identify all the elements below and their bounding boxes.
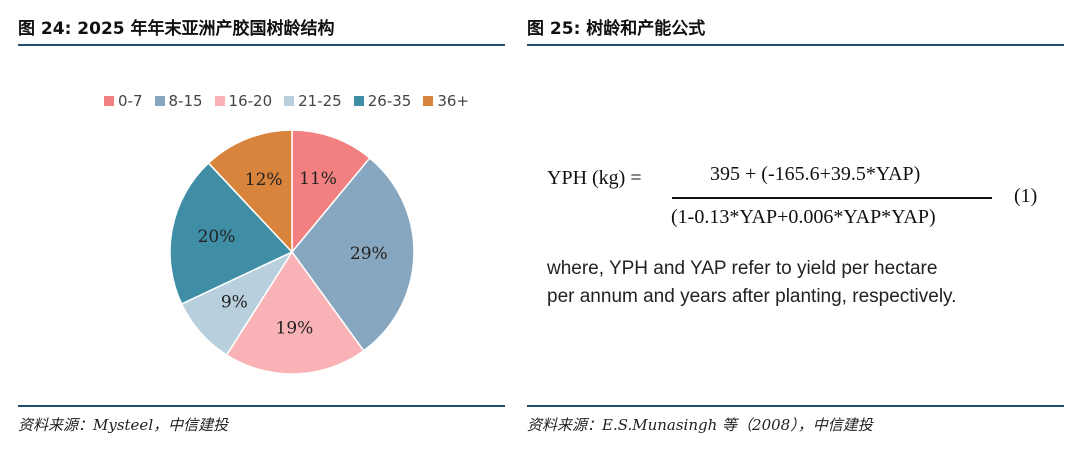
legend-swatch	[423, 96, 434, 106]
pie-slice-16-20	[225, 250, 365, 375]
footer-divider	[18, 405, 505, 407]
chart-source: 资料来源：Mysteel，中信建投	[18, 416, 229, 434]
formula-note-line: where, YPH and YAP refer to yield per he…	[547, 258, 938, 279]
slice-value-label: 19%	[276, 318, 314, 338]
pie-slice-0-7	[291, 129, 371, 255]
legend-label: 8-15	[168, 92, 203, 110]
chart-title: 图 24: 2025 年年末亚洲产胶国树龄结构	[18, 19, 335, 39]
slice-value-label: 12%	[245, 170, 283, 190]
pie-slice-8-15	[291, 156, 415, 352]
slice-value-label: 20%	[198, 227, 236, 247]
pie-chart: 11% 29% 19% 9% 20% 12%	[169, 129, 415, 375]
legend-item: 0-7	[104, 92, 143, 110]
chart-legend: 0-7 8-15 16-20 21-25 26-35 36+	[104, 92, 469, 110]
legend-swatch	[154, 96, 165, 106]
formula-title: 图 25: 树龄和产能公式	[527, 19, 706, 39]
equation-number: (1)	[1014, 185, 1038, 207]
legend-swatch	[284, 96, 295, 106]
formula-lhs: YPH (kg) =	[547, 167, 642, 189]
legend-swatch	[214, 96, 225, 106]
pie-slice-26-35	[169, 162, 294, 305]
pie-slice-36+	[207, 129, 293, 254]
footer-divider	[527, 405, 1064, 407]
legend-swatch	[353, 96, 364, 106]
formula-note-line: per annum and years after planting, resp…	[547, 286, 957, 307]
legend-swatch	[104, 96, 114, 106]
formula-denominator: (1-0.13*YAP+0.006*YAP*YAP)	[671, 206, 936, 228]
slice-value-label: 29%	[350, 244, 388, 264]
slice-value-label: 11%	[299, 169, 337, 189]
legend-label: 0-7	[118, 92, 143, 110]
legend-label: 21-25	[298, 92, 342, 110]
legend-item: 26-35	[353, 92, 412, 110]
legend-item: 16-20	[214, 92, 273, 110]
slice-value-label: 9%	[221, 292, 248, 312]
legend-label: 26-35	[367, 92, 412, 110]
legend-item: 36+	[423, 92, 469, 110]
legend-label: 16-20	[228, 92, 273, 110]
legend-item: 21-25	[284, 92, 342, 110]
legend-item: 8-15	[154, 92, 203, 110]
header-divider	[18, 44, 505, 46]
legend-label: 36+	[437, 92, 469, 110]
header-divider	[527, 44, 1064, 46]
fraction-bar	[672, 197, 992, 199]
formula-numerator: 395 + (-165.6+39.5*YAP)	[710, 163, 921, 185]
formula-source: 资料来源：E.S.Munasingh 等（2008），中信建投	[527, 416, 873, 434]
